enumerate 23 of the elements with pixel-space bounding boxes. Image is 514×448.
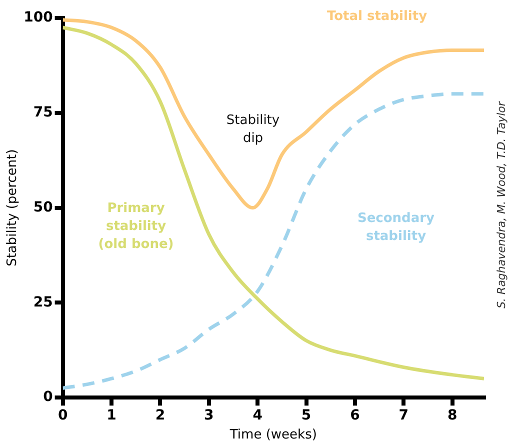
line-series: [62, 92, 484, 390]
x-tick-label: 5: [301, 408, 312, 424]
y-axis-title: Stability (percent): [5, 149, 20, 266]
x-tick-label: 1: [106, 408, 116, 424]
x-axis-title: Time (weeks): [228, 428, 317, 443]
x-tick-label: 4: [252, 408, 263, 424]
x-tick-label: 0: [58, 408, 68, 424]
y-tick-label: 50: [33, 199, 54, 216]
series-label: Primary stability (old bone): [98, 200, 174, 252]
x-tick-label: 2: [155, 408, 166, 424]
y-tick-label: 0: [43, 389, 54, 406]
text: S. Raghavendra, M. Wood, T.D. Taylor: [494, 100, 508, 308]
annotation: Stability dip: [226, 112, 280, 146]
y-tick-label: 100: [24, 10, 54, 26]
x-tick-label: 3: [204, 408, 214, 424]
y-tick-label: 25: [33, 294, 53, 310]
x-tick-label: 6: [350, 408, 360, 424]
line-series: [62, 26, 484, 380]
x-tick-label: 7: [398, 408, 409, 424]
text: Secondary stability: [357, 210, 436, 244]
text: Total stability: [326, 8, 428, 24]
x-tick-label: 8: [447, 408, 458, 424]
y-tick-label: 75: [33, 104, 53, 121]
